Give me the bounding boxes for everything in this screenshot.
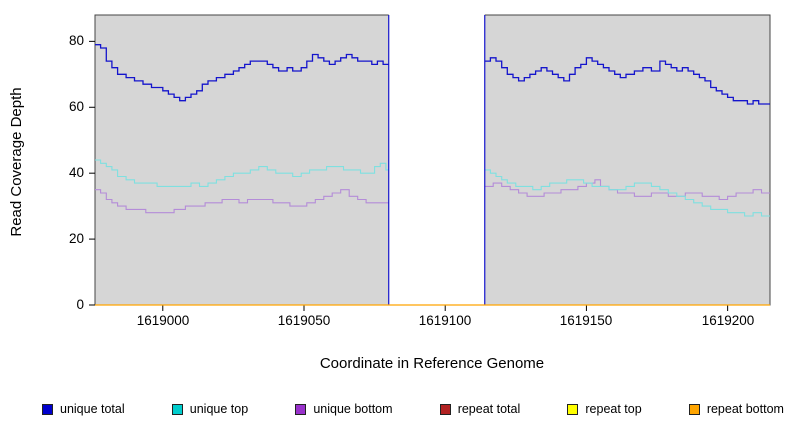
legend-label: unique top: [189, 402, 249, 416]
chart-legend: unique total unique top unique bottom re…: [42, 399, 784, 419]
legend-label: repeat top: [585, 402, 642, 416]
x-tick-label: 1619100: [418, 313, 472, 328]
legend-label: repeat bottom: [706, 402, 784, 416]
legend-swatch-repeat-bottom: [688, 403, 700, 415]
x-axis-title: Coordinate in Reference Genome: [319, 355, 545, 372]
series-unique-total: [95, 44, 389, 102]
legend-item: unique total: [42, 402, 125, 416]
series-unique-top: [484, 169, 770, 217]
y-tick-label: 60: [68, 99, 84, 114]
series-unique-bottom: [95, 189, 389, 214]
legend-item: repeat total: [439, 402, 521, 416]
legend-swatch-repeat-total: [439, 403, 451, 415]
legend-item: unique top: [171, 402, 249, 416]
legend-label: unique bottom: [313, 402, 393, 416]
series-unique-total: [484, 57, 770, 105]
y-tick-label: 80: [68, 33, 84, 48]
legend-item: repeat bottom: [688, 402, 784, 416]
zero-coverage-gap: [388, 14, 485, 305]
series-unique-top: [95, 159, 389, 187]
legend-label: unique total: [60, 402, 125, 416]
legend-swatch-unique-total: [42, 403, 53, 415]
legend-item: unique bottom: [295, 402, 393, 416]
legend-label: repeat total: [457, 402, 521, 416]
legend-swatch-unique-bottom: [295, 403, 307, 415]
x-tick-label: 1619150: [559, 313, 613, 328]
y-tick-label: 40: [68, 165, 84, 180]
y-tick-label: 0: [76, 297, 84, 312]
legend-swatch-repeat-top: [567, 403, 579, 415]
x-tick-label: 1619000: [136, 313, 190, 328]
x-tick-label: 1619050: [277, 313, 331, 328]
legend-item: repeat top: [567, 402, 642, 416]
legend-swatch-unique-top: [171, 403, 183, 415]
x-tick-label: 1619200: [701, 313, 755, 328]
y-tick-label: 20: [68, 231, 84, 246]
series-unique-bottom: [484, 179, 770, 201]
y-axis-title: Read Coverage Depth: [8, 87, 25, 237]
